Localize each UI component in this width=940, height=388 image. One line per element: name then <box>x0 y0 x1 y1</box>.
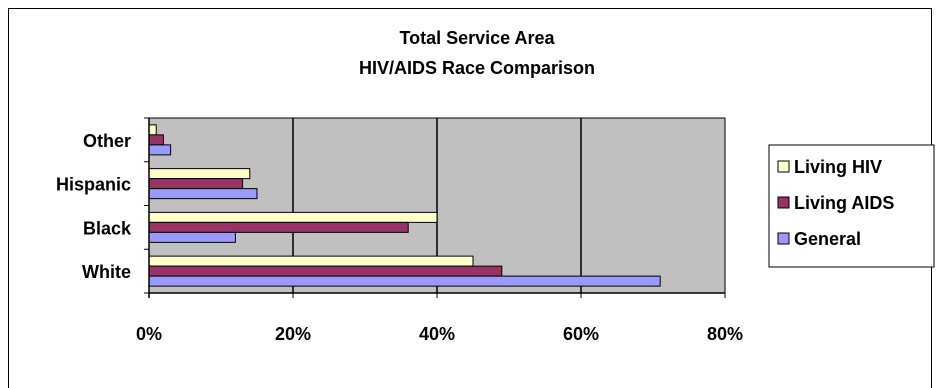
x-tick-label-40: 40% <box>419 324 455 344</box>
bar-living-aids-other <box>148 134 164 146</box>
bar-living-aids-white <box>148 265 503 277</box>
legend-box <box>768 144 935 268</box>
x-tick-label-0: 0% <box>136 324 162 344</box>
chart-svg: Total Service Area HIV/AIDS Race Compari… <box>56 28 935 344</box>
x-tick-label-20: 20% <box>275 324 311 344</box>
legend-swatch-living-aids <box>777 196 790 209</box>
category-label-other: Other <box>83 131 131 151</box>
bar-living-aids-black <box>148 221 409 233</box>
bar-general-white <box>148 275 661 287</box>
legend-label-living-aids: Living AIDS <box>794 193 894 213</box>
bar-general-black <box>148 231 236 243</box>
bar-living-hiv-other <box>148 124 157 136</box>
bar-living-hiv-black <box>148 211 438 223</box>
plot-area: White Black Hispanic Other 0% 20% 40% 60% 80% <box>56 117 743 344</box>
legend-label-general: General <box>794 229 861 249</box>
chart-title: Total Service Area <box>399 28 555 48</box>
category-label-white: White <box>82 262 131 282</box>
chart-subtitle: HIV/AIDS Race Comparison <box>359 58 595 78</box>
bar-general-hispanic <box>148 188 258 200</box>
bar-living-aids-hispanic <box>148 178 244 190</box>
bar-general-other <box>148 144 172 156</box>
legend-swatch-general <box>777 232 790 245</box>
bar-living-hiv-white <box>148 255 474 267</box>
category-label-black: Black <box>83 218 132 238</box>
x-tick-label-80: 80% <box>707 324 743 344</box>
x-tick-label-60: 60% <box>563 324 599 344</box>
legend-swatch-living-hiv <box>777 160 790 173</box>
legend: Living HIV Living AIDS General <box>768 144 935 268</box>
legend-label-living-hiv: Living HIV <box>794 157 882 177</box>
category-label-hispanic: Hispanic <box>56 175 131 195</box>
bar-living-hiv-hispanic <box>148 168 251 180</box>
